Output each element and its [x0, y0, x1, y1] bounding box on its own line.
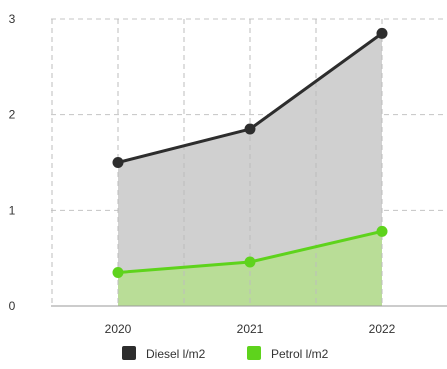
- legend-label: Diesel l/m2: [146, 347, 206, 361]
- data-point[interactable]: [376, 225, 388, 237]
- data-point[interactable]: [244, 256, 256, 268]
- y-tick-label: 2: [9, 108, 16, 122]
- legend-item[interactable]: Diesel l/m2: [122, 346, 206, 361]
- vertical-grid-lines: [51, 19, 383, 306]
- legend-swatch: [247, 346, 261, 360]
- x-tick-labels: 2020 2021 2022: [105, 322, 396, 336]
- x-tick-label: 2021: [237, 322, 264, 336]
- y-tick-labels: 0 1 2 3: [9, 12, 16, 313]
- legend-swatch: [122, 346, 136, 360]
- x-tick-label: 2020: [105, 322, 132, 336]
- x-tick-label: 2022: [369, 322, 396, 336]
- legend-label: Petrol l/m2: [271, 347, 329, 361]
- data-points: [112, 27, 388, 279]
- data-point[interactable]: [112, 267, 124, 279]
- y-tick-label: 3: [9, 12, 16, 26]
- data-point[interactable]: [376, 27, 388, 39]
- y-tick-label: 0: [9, 299, 16, 313]
- y-tick-label: 1: [9, 203, 16, 217]
- series-area: [118, 231, 382, 306]
- data-point[interactable]: [112, 157, 124, 168]
- data-point[interactable]: [244, 123, 256, 135]
- legend: Diesel l/m2 Petrol l/m2: [122, 346, 329, 361]
- legend-item[interactable]: Petrol l/m2: [247, 346, 329, 361]
